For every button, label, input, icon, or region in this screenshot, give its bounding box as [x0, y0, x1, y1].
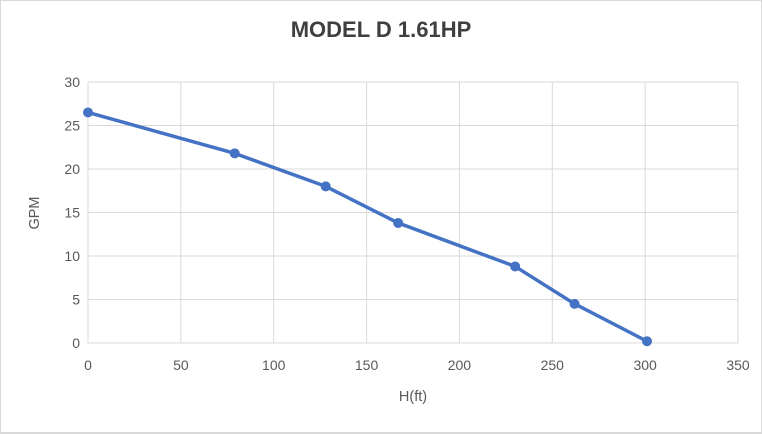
x-tick-label: 200	[448, 357, 472, 373]
data-point-marker	[320, 181, 331, 192]
y-tick-label: 30	[64, 74, 80, 90]
data-point-marker	[510, 261, 521, 272]
grid-layer: 0 50 100 150 200 250 300 350 0 5 10 15 20 25 30	[64, 74, 749, 373]
data-point-marker	[569, 298, 580, 309]
x-tick-label: 0	[84, 357, 92, 373]
y-tick-label: 25	[64, 118, 80, 134]
data-point-marker	[393, 217, 404, 228]
y-tick-label: 15	[64, 205, 80, 221]
x-tick-label: 100	[262, 357, 286, 373]
y-tick-label: 10	[64, 248, 80, 264]
x-tick-label: 350	[726, 357, 750, 373]
y-tick-label: 0	[72, 335, 80, 351]
x-tick-label: 300	[633, 357, 657, 373]
x-tick-label: 150	[355, 357, 379, 373]
data-point-marker	[83, 107, 93, 118]
y-axis-title: GPM	[27, 196, 43, 229]
data-series	[83, 107, 652, 347]
x-axis-title: H(ft)	[399, 389, 427, 405]
series-line	[86, 110, 649, 344]
data-point-marker	[642, 336, 652, 347]
y-tick-label: 5	[72, 292, 80, 308]
data-point-marker	[229, 148, 240, 159]
chart-title: MODEL D 1.61HP	[290, 17, 472, 42]
x-tick-label: 250	[541, 357, 565, 373]
y-tick-label: 20	[64, 161, 80, 177]
x-tick-label: 50	[173, 357, 189, 373]
